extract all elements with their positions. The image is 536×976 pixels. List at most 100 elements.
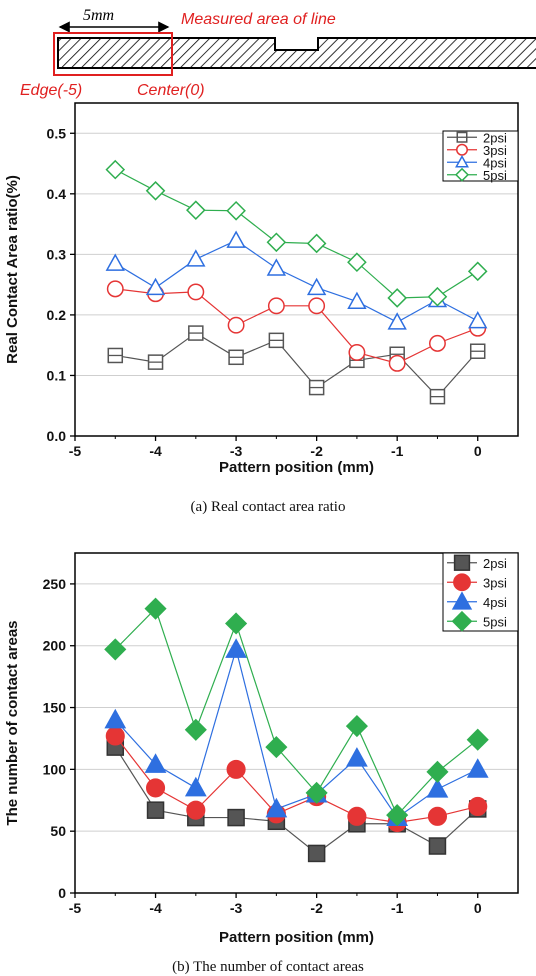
data-point-5psi bbox=[466, 728, 489, 751]
data-point-5psi bbox=[266, 232, 287, 253]
hatched-line-profile bbox=[57, 37, 536, 69]
data-point-4psi bbox=[266, 258, 287, 276]
data-point-3psi bbox=[427, 806, 448, 826]
center-label: Center(0) bbox=[137, 82, 205, 99]
y-tick-label: 0.4 bbox=[47, 186, 67, 202]
caption-b: (b) The number of contact areas bbox=[172, 959, 364, 975]
edge-label: Edge(-5) bbox=[20, 82, 82, 99]
legend-marker-2psi bbox=[453, 554, 471, 571]
data-point-2psi bbox=[307, 844, 326, 863]
data-point-4psi bbox=[145, 277, 166, 296]
data-point-3psi bbox=[227, 316, 245, 334]
data-point-3psi bbox=[429, 334, 446, 352]
data-point-2psi bbox=[227, 808, 245, 827]
chart-real-contact-area-ratio: -5 -4 -3 -2 -1 0 0.0 0.1 0.2 0.3 0.4 0.5 Pattern pos… bbox=[4, 102, 519, 476]
data-point-5psi bbox=[105, 159, 126, 180]
series-5psi bbox=[104, 597, 489, 827]
data-point-3psi bbox=[106, 280, 124, 298]
y-axis-label: The number of contact areas bbox=[4, 620, 21, 825]
x-tick-label: -4 bbox=[149, 443, 162, 459]
y-axis-label: Real Contact Area ratio(%) bbox=[4, 175, 21, 364]
y-tick-label: 50 bbox=[50, 823, 66, 839]
series-4psi bbox=[104, 638, 489, 827]
y-tick-label: 0 bbox=[58, 885, 66, 901]
data-point-5psi bbox=[186, 200, 206, 220]
x-axis-label: Pattern position (mm) bbox=[219, 929, 374, 946]
legend-label-4psi: 4psi bbox=[483, 595, 507, 610]
data-point-5psi bbox=[305, 781, 328, 804]
data-point-3psi bbox=[267, 297, 285, 315]
data-point-4psi bbox=[466, 758, 489, 778]
data-point-4psi bbox=[104, 708, 127, 729]
data-point-5psi bbox=[387, 288, 407, 308]
x-axis-label: Pattern position (mm) bbox=[219, 459, 374, 476]
data-point-4psi bbox=[105, 253, 125, 271]
series-line-5psi bbox=[114, 607, 479, 817]
x-tick-label: -4 bbox=[149, 900, 162, 916]
data-point-4psi bbox=[346, 747, 368, 767]
dimension-label: 5mm bbox=[83, 7, 114, 24]
y-tick-label: 250 bbox=[43, 576, 67, 592]
data-point-4psi bbox=[144, 753, 167, 773]
legend-marker-4psi bbox=[451, 591, 473, 610]
x-tick-label: -3 bbox=[230, 900, 243, 916]
y-tick-label: 150 bbox=[43, 700, 67, 716]
series-line-5psi bbox=[114, 169, 479, 299]
data-point-3psi bbox=[348, 343, 366, 361]
data-point-5psi bbox=[145, 180, 166, 201]
legend-marker-5psi bbox=[451, 610, 473, 632]
data-point-5psi bbox=[144, 597, 167, 620]
legend-label-4psi: 4psi bbox=[483, 155, 507, 170]
series-line-2psi bbox=[115, 332, 479, 398]
legend-label-3psi: 3psi bbox=[483, 575, 507, 590]
series-5psi bbox=[105, 159, 488, 308]
data-point-3psi bbox=[347, 806, 367, 826]
legend: 2psi 3psi 4psi 5psi bbox=[442, 552, 519, 632]
data-point-3psi bbox=[186, 800, 206, 820]
data-point-5psi bbox=[226, 200, 246, 221]
measured-area-label: Measured area of line bbox=[181, 11, 336, 28]
legend-label-5psi: 5psi bbox=[483, 614, 507, 629]
data-point-5psi bbox=[386, 804, 409, 827]
legend-label-3psi: 3psi bbox=[483, 143, 507, 158]
chart-number-of-contact-areas: -5 -4 -3 -2 -1 0 0 50 100 150 200 250 Pattern positi… bbox=[4, 552, 519, 946]
data-point-4psi bbox=[426, 778, 449, 798]
x-tick-label: -2 bbox=[310, 900, 323, 916]
data-point-4psi bbox=[387, 312, 407, 330]
data-point-4psi bbox=[186, 249, 206, 267]
data-point-5psi bbox=[345, 715, 368, 738]
data-point-3psi bbox=[105, 726, 125, 746]
x-tick-label: -2 bbox=[310, 443, 323, 459]
plot-frame bbox=[74, 102, 519, 437]
plot-frame bbox=[74, 552, 519, 894]
y-tick-label: 200 bbox=[43, 638, 67, 654]
x-tick-label: -5 bbox=[69, 443, 82, 459]
x-tick-label: 0 bbox=[474, 443, 482, 459]
legend-label-2psi: 2psi bbox=[483, 556, 507, 571]
data-point-5psi bbox=[265, 736, 288, 759]
series-line-3psi bbox=[114, 735, 478, 824]
data-point-5psi bbox=[347, 252, 367, 273]
data-point-3psi bbox=[468, 796, 488, 817]
measured-area-box bbox=[53, 32, 173, 76]
data-point-5psi bbox=[225, 612, 248, 635]
x-tick-label: -3 bbox=[230, 443, 243, 459]
data-point-3psi bbox=[388, 354, 406, 372]
line-pattern-diagram: 5mm Measured area of line Edge(-5) Cente… bbox=[20, 7, 536, 99]
data-point-3psi bbox=[145, 778, 166, 798]
data-point-2psi bbox=[428, 837, 447, 855]
y-tick-label: 0.2 bbox=[47, 307, 67, 323]
legend-marker-3psi bbox=[456, 143, 468, 156]
data-point-5psi bbox=[467, 261, 488, 282]
series-2psi bbox=[107, 325, 486, 405]
data-point-4psi bbox=[265, 797, 288, 818]
data-point-3psi bbox=[308, 297, 326, 315]
data-point-4psi bbox=[306, 277, 327, 296]
legend-marker-3psi bbox=[453, 573, 471, 592]
x-tick-label: -5 bbox=[69, 900, 82, 916]
x-tick-label: -1 bbox=[391, 443, 404, 459]
data-point-5psi bbox=[184, 718, 207, 741]
data-point-5psi bbox=[426, 760, 449, 783]
